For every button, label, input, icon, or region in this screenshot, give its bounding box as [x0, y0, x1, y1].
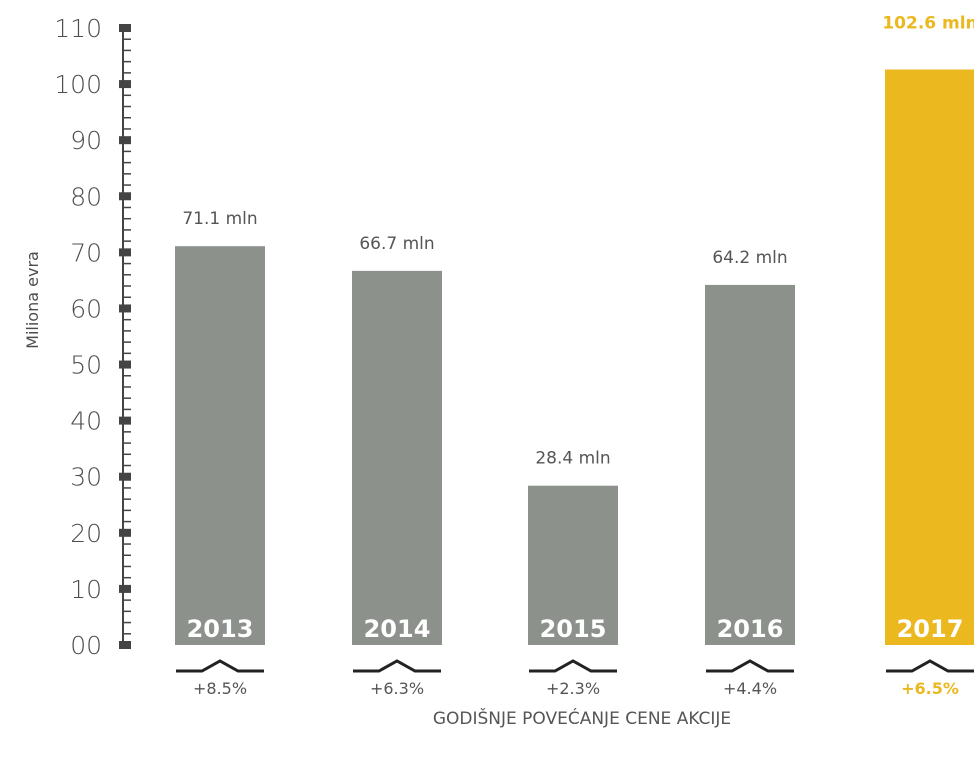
- bar-category-label: 2014: [364, 615, 431, 643]
- bar-category-label: 2016: [717, 615, 784, 643]
- bar-value-label: 71.1 mln: [182, 209, 257, 229]
- y-tick-label: 00: [70, 631, 102, 660]
- y-major-tick: [119, 24, 131, 32]
- y-tick-label: 40: [70, 407, 102, 436]
- growth-label: +6.5%: [901, 679, 959, 698]
- growth-indicator-icon: [353, 659, 441, 673]
- growth-indicator-icon: [529, 659, 617, 673]
- y-tick-label: 110: [54, 14, 102, 43]
- y-major-tick: [119, 304, 131, 313]
- y-major-tick: [119, 136, 131, 145]
- y-tick-label: 30: [70, 463, 102, 492]
- bar: [352, 270, 442, 645]
- y-tick-label: 100: [54, 70, 102, 99]
- y-tick-label: 60: [70, 294, 102, 323]
- growth-label: +8.5%: [193, 679, 247, 698]
- bar: [175, 246, 265, 645]
- y-axis: 00 10 20 30 40 50 60 70 80 90 100 110: [54, 14, 131, 660]
- bar-category-label: 2013: [187, 615, 254, 643]
- growth-indicator-icon: [886, 659, 974, 673]
- y-tick-label: 50: [70, 351, 102, 380]
- growth-indicator-icon: [706, 659, 794, 673]
- bar-category-label: 2017: [897, 615, 964, 643]
- x-axis-title: GODIŠNJE POVEĆANJE CENE AKCIJE: [433, 707, 731, 729]
- growth-indicator-icon: [176, 659, 264, 673]
- y-major-tick: [119, 360, 131, 369]
- bars: 71.1 mln 2013 +8.5% 66.7 mln 2014 +6.3% 28.4 m…: [175, 14, 974, 698]
- y-tick-label: 20: [70, 519, 102, 548]
- bar-value-label: 64.2 mln: [712, 248, 787, 268]
- y-major-tick: [119, 416, 131, 425]
- bar-value-label: 102.6 mln: [882, 14, 974, 34]
- y-tick-label: 70: [70, 238, 102, 267]
- y-major-tick: [119, 528, 131, 537]
- bar: [528, 485, 618, 645]
- y-major-tick: [119, 584, 131, 593]
- bar-category-label: 2015: [540, 615, 607, 643]
- growth-label: +4.4%: [723, 679, 777, 698]
- y-tick-label: 80: [70, 182, 102, 211]
- bar-value-label: 28.4 mln: [535, 449, 610, 469]
- y-major-tick: [119, 192, 131, 201]
- y-tick-label: 10: [70, 575, 102, 604]
- y-major-tick: [119, 248, 131, 257]
- bar: [705, 284, 795, 645]
- growth-label: +2.3%: [546, 679, 600, 698]
- y-axis-title: Miliona evra: [23, 251, 42, 349]
- y-major-tick: [119, 80, 131, 89]
- bar-value-label: 66.7 mln: [359, 234, 434, 254]
- y-major-tick: [119, 641, 131, 649]
- bar: [885, 69, 974, 646]
- y-tick-label: 90: [70, 126, 102, 155]
- y-major-tick: [119, 472, 131, 481]
- growth-label: +6.3%: [370, 679, 424, 698]
